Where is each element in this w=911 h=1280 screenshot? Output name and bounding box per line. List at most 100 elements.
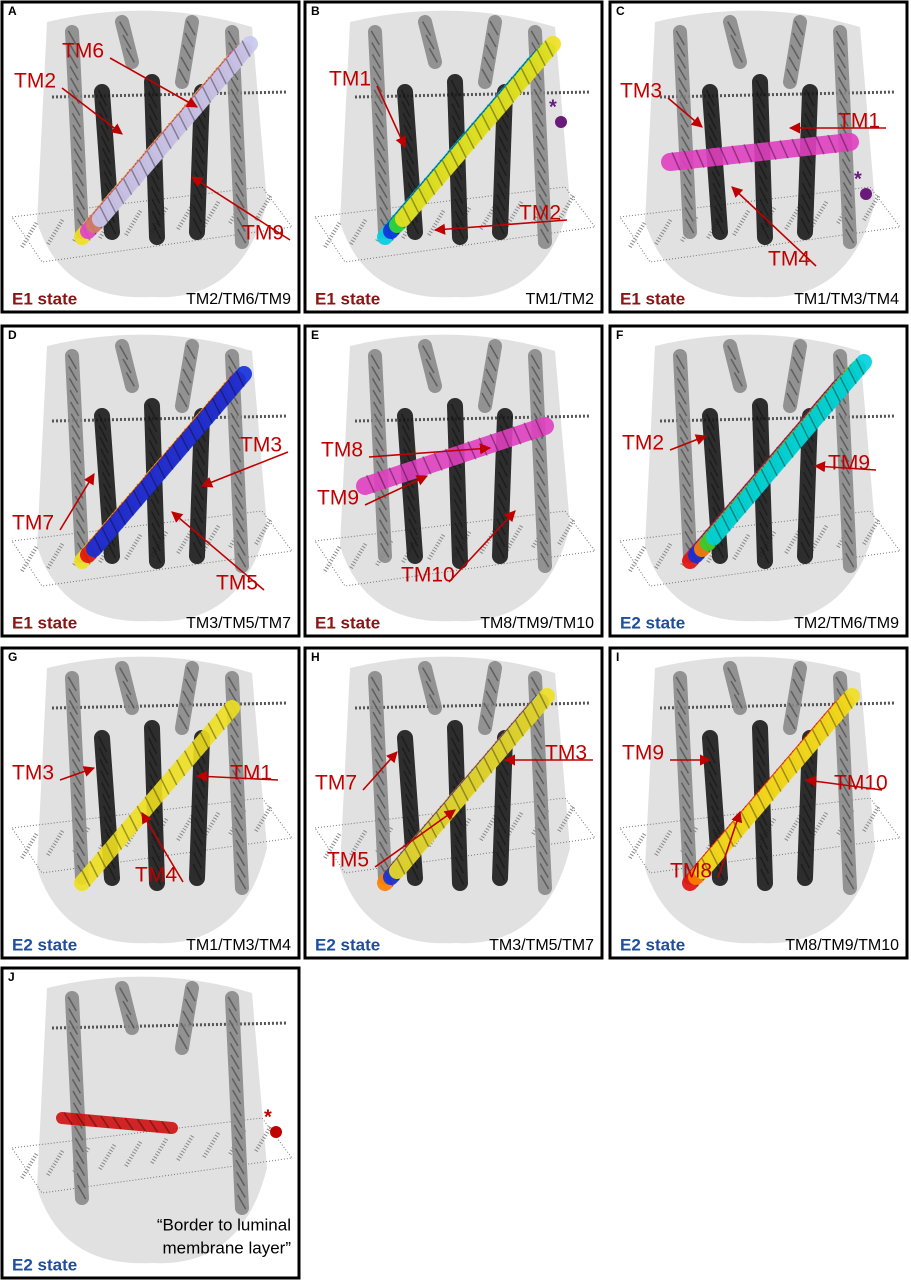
helix-turn xyxy=(839,112,849,127)
helix-turn xyxy=(453,186,464,204)
helix-turn xyxy=(835,30,845,46)
helix-turn xyxy=(375,136,386,152)
helix-turn xyxy=(756,761,767,779)
helix-turn xyxy=(788,380,798,396)
helix-turn xyxy=(433,169,444,186)
helix-turn xyxy=(236,1183,246,1198)
helix-turn xyxy=(677,711,687,727)
helix-turn xyxy=(192,206,203,223)
helix-turn xyxy=(235,205,246,221)
arrow xyxy=(717,810,743,879)
helix-turn xyxy=(403,124,413,142)
helix-turn xyxy=(192,852,203,869)
helix-turn xyxy=(786,714,796,730)
helix-turn xyxy=(838,734,848,750)
helix-turn xyxy=(755,79,765,97)
membrane-hatch xyxy=(810,523,829,552)
helix-turn xyxy=(709,848,719,866)
helix-turn xyxy=(705,735,716,753)
helix-turn xyxy=(98,101,108,118)
helix-turn xyxy=(150,821,160,838)
helix xyxy=(673,671,697,885)
arrow xyxy=(368,443,492,458)
helix-turn xyxy=(714,206,724,223)
helix-turn xyxy=(677,389,687,405)
helix-turn xyxy=(180,434,190,452)
helix-turn xyxy=(124,499,135,516)
helix-turn xyxy=(450,737,461,755)
arrow xyxy=(448,510,516,583)
arrow xyxy=(364,475,429,506)
helix-turn xyxy=(73,794,83,809)
membrane-hatch xyxy=(505,810,524,839)
helix xyxy=(661,133,859,171)
membrane-hatch xyxy=(654,541,673,570)
helix-turn xyxy=(671,152,681,171)
helix-turn xyxy=(422,667,432,683)
helix-turn xyxy=(112,1116,122,1130)
helix-turn xyxy=(684,206,694,222)
helix-turn xyxy=(378,829,388,845)
helix-turn xyxy=(178,113,188,131)
helix-turn xyxy=(496,194,506,212)
helix-turn xyxy=(374,436,385,452)
membrane-hatch xyxy=(862,804,881,833)
helix-turn xyxy=(788,702,798,718)
helix-turn xyxy=(188,425,198,443)
asterisk: * xyxy=(854,168,862,190)
membrane-top xyxy=(51,701,288,710)
helix-turn xyxy=(717,839,727,857)
helix-turn xyxy=(676,700,687,715)
helix-turn xyxy=(455,222,465,240)
helix-turn xyxy=(743,144,753,163)
terminus-bead xyxy=(555,116,567,128)
helix-turn xyxy=(815,404,826,421)
helix xyxy=(92,36,258,227)
helix-turn xyxy=(533,734,543,750)
helix-turn xyxy=(71,425,81,440)
helix-turn xyxy=(677,401,688,417)
helix-turn xyxy=(388,467,398,486)
helix-turn xyxy=(454,534,465,552)
helix-turn xyxy=(682,495,693,511)
helix-turn xyxy=(233,793,243,808)
helix-turn xyxy=(380,542,390,558)
state-label: E2 state xyxy=(315,935,380,954)
helix-turn xyxy=(756,793,766,811)
helix-turn xyxy=(512,77,523,94)
helix-turn xyxy=(451,103,461,121)
helix xyxy=(395,36,561,227)
helix-turn xyxy=(75,519,86,534)
helix-turn xyxy=(441,160,452,177)
membrane-hatch xyxy=(176,1133,195,1162)
panel-letter: E xyxy=(311,328,319,342)
helix-turn xyxy=(451,749,461,767)
helix-turn xyxy=(371,54,382,69)
membrane-hatch xyxy=(628,220,647,249)
helix-turn xyxy=(151,856,162,874)
helix-turn xyxy=(209,77,220,94)
panel-border xyxy=(608,0,909,314)
helix-turn xyxy=(685,218,695,234)
helix-turn xyxy=(678,413,688,429)
helix-turn xyxy=(744,487,755,504)
helix-turn xyxy=(489,666,499,682)
helix-turn xyxy=(483,756,493,774)
helix-turn xyxy=(719,146,729,166)
helix-turn xyxy=(755,725,765,743)
helix-turn xyxy=(837,401,848,416)
helix-turn xyxy=(73,148,83,163)
helix-turn xyxy=(802,483,812,501)
helix-turn xyxy=(537,506,548,521)
helix-turn xyxy=(402,436,412,454)
helix-turn xyxy=(97,413,108,431)
helix-turn xyxy=(101,793,112,811)
helix-turn xyxy=(801,506,812,524)
helix-turn xyxy=(227,354,237,370)
helix-turn xyxy=(838,412,848,428)
helix-turn xyxy=(100,1115,110,1129)
helix-turn xyxy=(498,124,509,142)
helix-turn xyxy=(535,135,545,151)
helix-turn xyxy=(116,508,127,526)
tm-combination: TM3/TM5/TM7 xyxy=(489,937,594,954)
